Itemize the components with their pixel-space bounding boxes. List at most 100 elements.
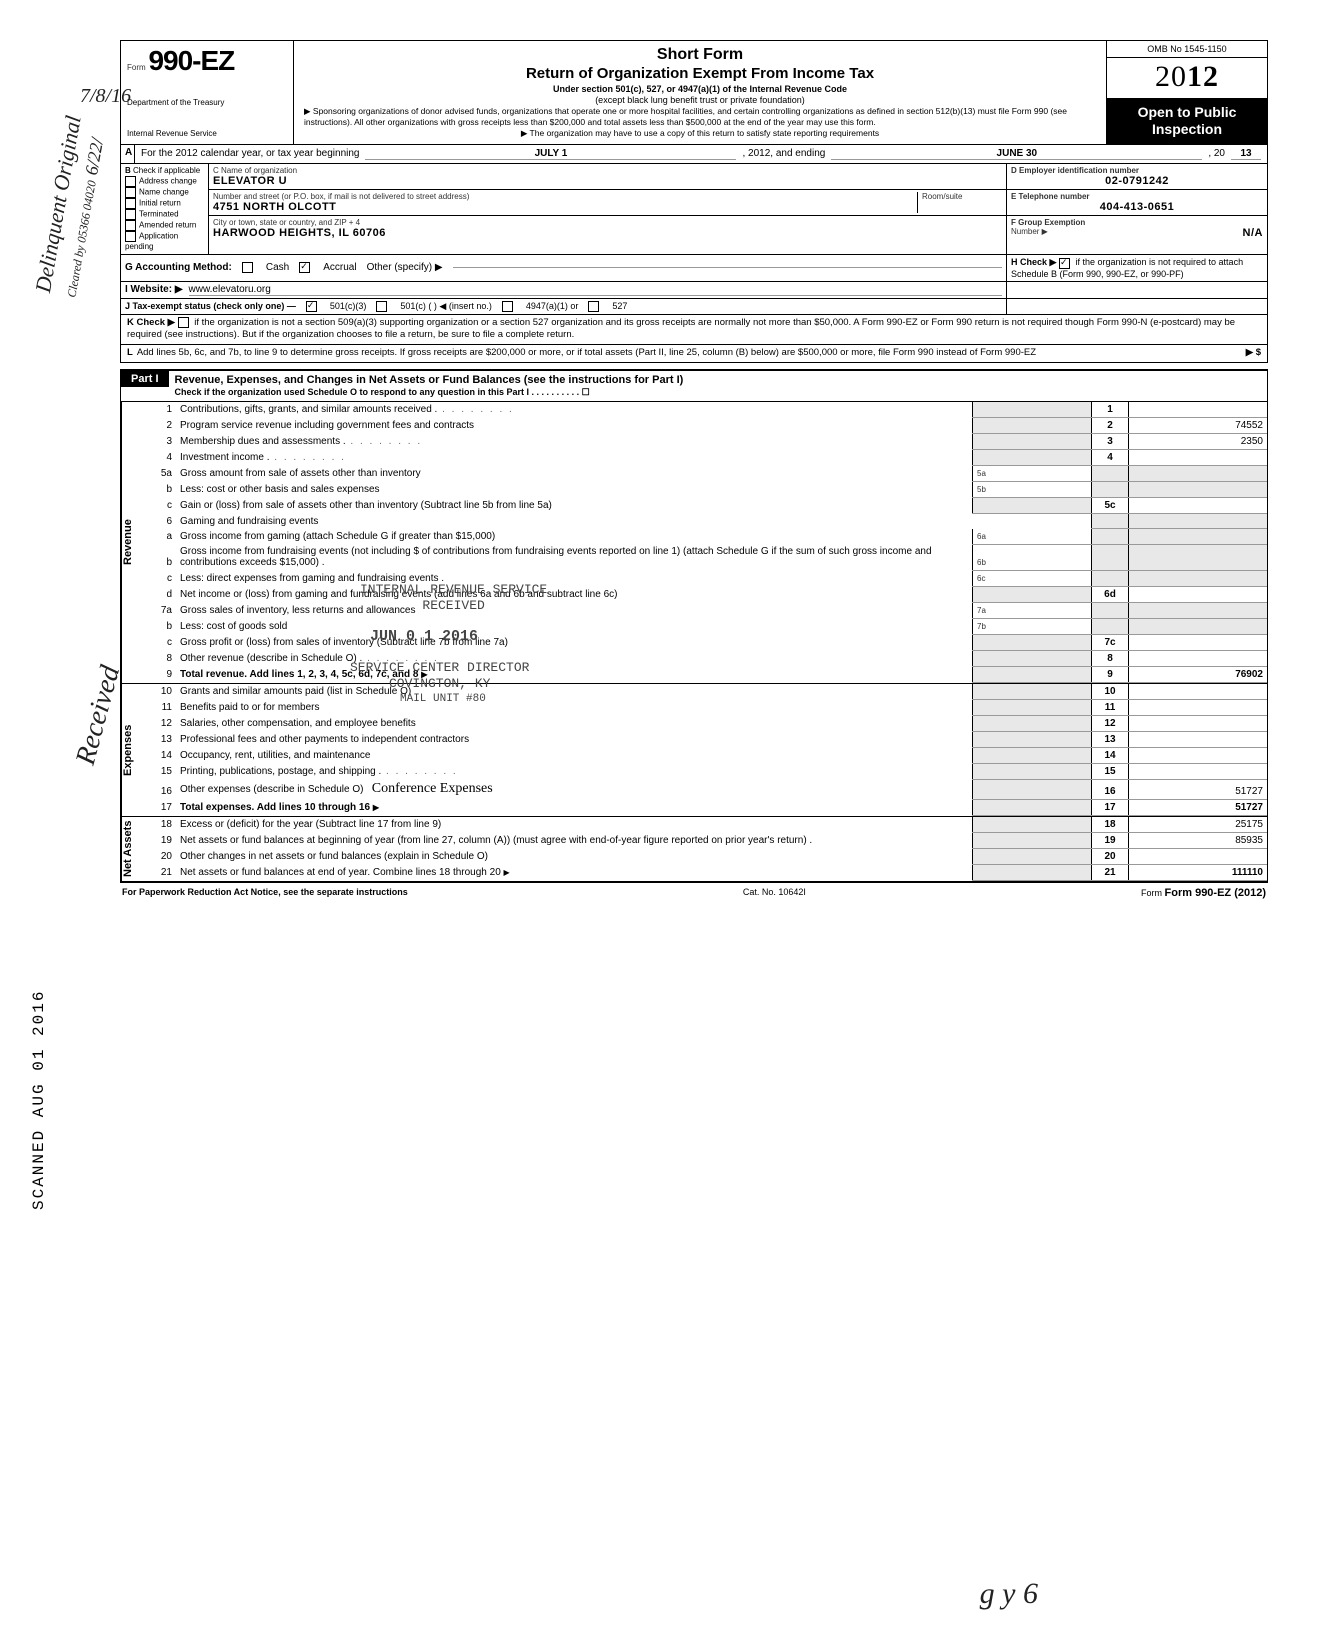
l2-amt: 74552 — [1129, 417, 1268, 433]
l8-n: 8 — [140, 650, 176, 666]
l16-d-wrap: Other expenses (describe in Schedule O) … — [176, 779, 973, 799]
l3-lab: 3 — [1092, 433, 1129, 449]
row-k: K Check ▶ if the organization is not a s… — [120, 315, 1268, 346]
l9-d: Total revenue. Add lines 1, 2, 3, 4, 5c,… — [180, 669, 418, 680]
sponsor-note: ▶ Sponsoring organizations of donor advi… — [300, 106, 1100, 127]
b-opt-name: Name change — [139, 188, 189, 197]
b-check: Check if applicable — [133, 166, 200, 175]
l20-d: Other changes in net assets or fund bala… — [176, 848, 973, 864]
l16-d: Other expenses (describe in Schedule O) — [180, 784, 363, 795]
short-form-title: Short Form — [300, 45, 1100, 65]
g-cash: Cash — [266, 262, 289, 273]
l6a-sub: 6a — [977, 532, 986, 541]
label-a: A — [121, 145, 135, 163]
l21-d-wrap: Net assets or fund balances at end of ye… — [176, 864, 973, 880]
l-text: Add lines 5b, 6c, and 7b, to line 9 to d… — [137, 347, 1246, 360]
f-num: Number ▶ — [1011, 227, 1048, 239]
footer-right: Form 990-EZ (2012) — [1165, 887, 1266, 899]
l7c-lab: 7c — [1092, 634, 1129, 650]
b-label: B — [125, 166, 131, 175]
j-527: 527 — [612, 301, 627, 311]
c-label: C Name of organization — [213, 166, 1002, 175]
return-title: Return of Organization Exempt From Incom… — [300, 65, 1100, 84]
j-501c3: 501(c)(3) — [330, 301, 367, 311]
org-name: ELEVATOR U — [213, 175, 1002, 187]
b-opt-initial: Initial return — [139, 199, 181, 208]
k-text: if the organization is not a section 509… — [127, 317, 1235, 341]
l7b-n: b — [140, 618, 176, 634]
h-label: H Check ▶ — [1011, 257, 1056, 267]
l6-n: 6 — [140, 513, 176, 529]
l11-lab: 11 — [1092, 699, 1129, 715]
l18-d: Excess or (deficit) for the year (Subtra… — [176, 817, 973, 833]
revenue-table: 1 Contributions, gifts, grants, and simil… — [140, 402, 1267, 683]
l17-d-wrap: Total expenses. Add lines 10 through 16 — [176, 799, 973, 815]
footer-left: For Paperwork Reduction Act Notice, see … — [122, 887, 408, 899]
l-label: L — [127, 347, 133, 360]
expenses-block: Expenses 10Grants and similar amounts pa… — [120, 684, 1268, 817]
l19-n: 19 — [140, 832, 176, 848]
phone-value: 404-413-0651 — [1011, 201, 1263, 213]
city-label: City or town, state or country, and ZIP … — [213, 218, 1002, 227]
except-note: (except black lung benefit trust or priv… — [300, 95, 1100, 106]
expenses-label: Expenses — [121, 684, 140, 816]
header-mid: Short Form Return of Organization Exempt… — [294, 41, 1106, 144]
row-j: J Tax-exempt status (check only one) — 5… — [120, 299, 1268, 315]
diag-date: 6/22/ — [81, 137, 107, 177]
revenue-label: Revenue — [121, 402, 140, 683]
margin-delinquent: Delinquent Original Cleared by 05366 040… — [30, 114, 112, 299]
l6a-d: Gross income from gaming (attach Schedul… — [176, 529, 973, 545]
l1-lab: 1 — [1092, 402, 1129, 418]
page-footer: For Paperwork Reduction Act Notice, see … — [120, 882, 1268, 903]
l-arrow: ▶ $ — [1246, 347, 1261, 360]
l4-amt — [1129, 449, 1268, 465]
l6c-n: c — [140, 570, 176, 586]
l5b-n: b — [140, 481, 176, 497]
l11-n: 11 — [140, 699, 176, 715]
dept-treasury: Department of the Treasury — [127, 99, 287, 108]
org-street: 4751 NORTH OLCOTT — [213, 201, 917, 213]
handwritten-date: 7/8/16 — [80, 85, 131, 108]
l13-d: Professional fees and other payments to … — [176, 731, 973, 747]
under-section: Under section 501(c), 527, or 4947(a)(1)… — [300, 84, 1100, 95]
b-opt-terminated: Terminated — [139, 210, 179, 219]
l6b-n: b — [140, 544, 176, 570]
l5a-d: Gross amount from sale of assets other t… — [176, 465, 973, 481]
l20-lab: 20 — [1092, 848, 1129, 864]
a-text: For the 2012 calendar year, or tax year … — [141, 148, 359, 159]
l4-d: Investment income . — [176, 449, 973, 465]
l4-n: 4 — [140, 449, 176, 465]
tax-year: 2012 — [1107, 58, 1267, 98]
org-city: HARWOOD HEIGHTS, IL 60706 — [213, 227, 1002, 239]
e-label: E Telephone number — [1011, 192, 1090, 201]
f-val: N/A — [1243, 227, 1263, 239]
l5b-sub: 5b — [977, 485, 986, 494]
l8-lab: 8 — [1092, 650, 1129, 666]
l19-d: Net assets or fund balances at beginning… — [176, 832, 973, 848]
d-label: D Employer identification number — [1011, 166, 1139, 175]
l1-amt — [1129, 402, 1268, 418]
l2-lab: 2 — [1092, 417, 1129, 433]
footer-mid: Cat. No. 10642I — [743, 887, 806, 899]
open-line2: Inspection — [1152, 121, 1222, 137]
a-yrsuf: , 20 — [1208, 148, 1225, 159]
g-label: G Accounting Method: — [125, 262, 232, 273]
l15-n: 15 — [140, 763, 176, 779]
l16-n: 16 — [140, 779, 176, 799]
l3-n: 3 — [140, 433, 176, 449]
form-header: Form 990-EZ Department of the Treasury I… — [120, 40, 1268, 145]
l7a-n: 7a — [140, 602, 176, 618]
l18-lab: 18 — [1092, 817, 1129, 833]
l18-amt: 25175 — [1129, 817, 1268, 833]
website-value: www.elevatoru.org — [189, 284, 1002, 296]
l19-amt: 85935 — [1129, 832, 1268, 848]
line-a: A For the 2012 calendar year, or tax yea… — [120, 145, 1268, 164]
l20-n: 20 — [140, 848, 176, 864]
l1-d: Contributions, gifts, grants, and simila… — [176, 402, 973, 418]
identity-block: B Check if applicable Address change Nam… — [120, 164, 1268, 256]
l9-amt: 76902 — [1129, 666, 1268, 682]
l2-d: Program service revenue including govern… — [176, 417, 973, 433]
l14-n: 14 — [140, 747, 176, 763]
revenue-block: Revenue 1 Contributions, gifts, grants, a… — [120, 402, 1268, 684]
l6c-d: Less: direct expenses from gaming and fu… — [176, 570, 973, 586]
